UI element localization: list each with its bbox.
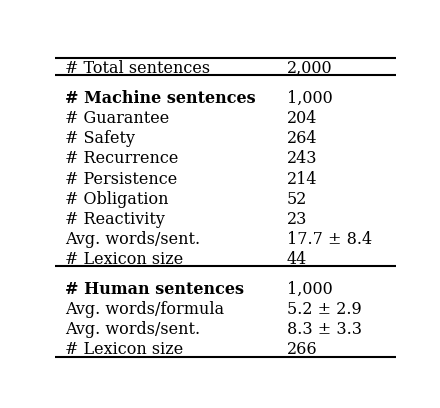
Text: Avg. words/formula: Avg. words/formula — [65, 301, 224, 318]
Text: 17.7 ± 8.4: 17.7 ± 8.4 — [287, 231, 372, 248]
Text: 1,000: 1,000 — [287, 281, 333, 298]
Text: # Total sentences: # Total sentences — [65, 60, 210, 77]
Text: # Guarantee: # Guarantee — [65, 110, 169, 127]
Text: 1,000: 1,000 — [287, 90, 333, 107]
Text: 204: 204 — [287, 110, 317, 127]
Text: Avg. words/sent.: Avg. words/sent. — [65, 231, 200, 248]
Text: Avg. words/sent.: Avg. words/sent. — [65, 322, 200, 338]
Text: # Human sentences: # Human sentences — [65, 281, 244, 298]
Text: 264: 264 — [287, 130, 317, 147]
Text: # Persistence: # Persistence — [65, 171, 177, 188]
Text: 8.3 ± 3.3: 8.3 ± 3.3 — [287, 322, 362, 338]
Text: # Safety: # Safety — [65, 130, 135, 147]
Text: 266: 266 — [287, 341, 318, 358]
Text: # Reactivity: # Reactivity — [65, 211, 165, 228]
Text: 44: 44 — [287, 251, 307, 268]
Text: # Lexicon size: # Lexicon size — [65, 341, 183, 358]
Text: 2,000: 2,000 — [287, 60, 333, 77]
Text: 23: 23 — [287, 211, 307, 228]
Text: 5.2 ± 2.9: 5.2 ± 2.9 — [287, 301, 362, 318]
Text: 52: 52 — [287, 191, 307, 208]
Text: 243: 243 — [287, 151, 317, 167]
Text: # Machine sentences: # Machine sentences — [65, 90, 256, 107]
Text: # Recurrence: # Recurrence — [65, 151, 179, 167]
Text: # Obligation: # Obligation — [65, 191, 169, 208]
Text: 214: 214 — [287, 171, 317, 188]
Text: # Lexicon size: # Lexicon size — [65, 251, 183, 268]
